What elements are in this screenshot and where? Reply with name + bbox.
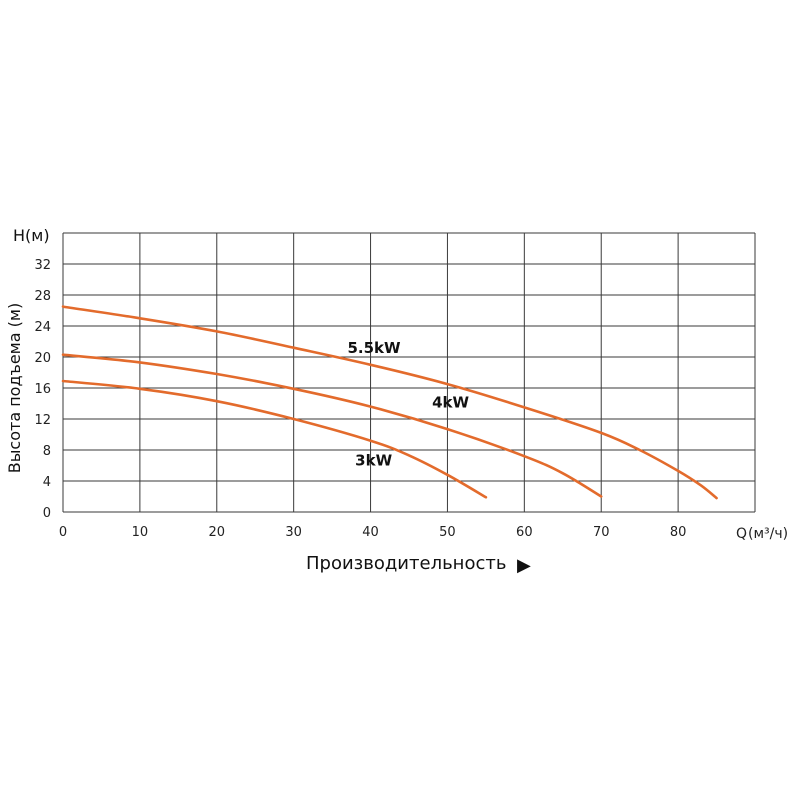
x-tick-labels: 0 10 20 30 40 50 60 70 80: [59, 525, 687, 540]
x-tick-label: 10: [132, 525, 149, 540]
x-axis-units: (м³/ч): [748, 526, 788, 542]
x-tick-label: 70: [593, 525, 610, 540]
series-label-5-5kw: 5.5kW: [347, 339, 401, 357]
caption-arrow-icon: ▶: [517, 555, 531, 576]
y-tick-label: 8: [43, 444, 51, 459]
y-tick-labels: 0 4 8 12 16 20 24 28 32: [34, 258, 51, 521]
performance-caption: Производительность: [306, 553, 506, 574]
y-tick-label: 16: [34, 382, 51, 397]
series-line-4kw: [61, 353, 603, 498]
y-tick-label: 28: [34, 289, 51, 304]
y-tick-label: 12: [34, 413, 51, 428]
x-tick-label: 20: [209, 525, 226, 540]
grid: [62, 232, 756, 513]
x-tick-label: 40: [362, 525, 379, 540]
y-axis-title: Высота подъема (м): [5, 303, 24, 473]
x-tick-label: 50: [439, 525, 456, 540]
x-tick-label: 0: [59, 525, 67, 540]
x-tick-label: 60: [516, 525, 533, 540]
x-tick-label: 80: [670, 525, 687, 540]
y-tick-label: 32: [34, 258, 51, 273]
y-tick-label: 0: [43, 506, 51, 521]
x-axis-title: Q: [736, 526, 747, 542]
series-label-4kw: 4kW: [432, 393, 469, 411]
y-tick-label: 24: [34, 320, 51, 335]
y-tick-label: 20: [34, 351, 51, 366]
y-axis-top-label: H(м): [13, 226, 50, 245]
series-group: 5.5kW 4kW 3kW: [61, 305, 718, 500]
y-tick-label: 4: [43, 475, 51, 490]
x-tick-label: 30: [285, 525, 302, 540]
series-label-3kw: 3kW: [355, 452, 392, 470]
series-line-3kw: [61, 379, 488, 499]
series-line-5-5kw: [61, 305, 718, 500]
